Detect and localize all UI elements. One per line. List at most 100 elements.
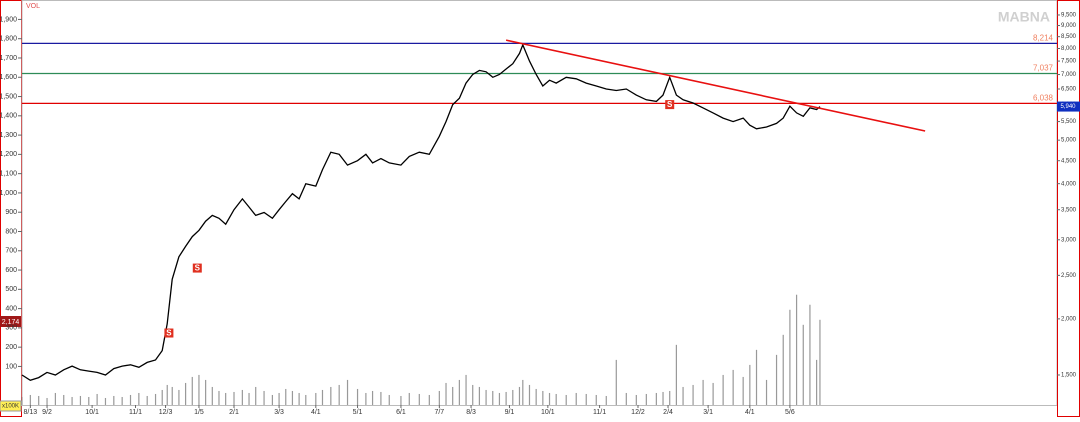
volume-bar xyxy=(29,394,31,405)
volume-bar xyxy=(692,384,694,405)
volume-bar xyxy=(732,369,734,405)
x-tick-label: 5/6 xyxy=(785,409,795,416)
volume-bar xyxy=(285,388,287,405)
x-tick-label: 2/4 xyxy=(663,409,673,416)
volume-bar xyxy=(184,382,187,405)
volume-bar xyxy=(809,304,811,405)
volume-bar xyxy=(755,349,758,405)
y-tick-label: 1,000 xyxy=(0,190,17,197)
volume-bar xyxy=(400,395,402,405)
volume-bar xyxy=(819,319,821,405)
price-line xyxy=(21,43,821,382)
volume-bar xyxy=(615,359,617,405)
left-marker-box xyxy=(0,316,21,327)
signal-marker xyxy=(164,328,174,338)
volume-bar xyxy=(438,390,440,405)
volume-bar xyxy=(54,392,56,405)
signal-label: S xyxy=(667,100,673,109)
volume-bar xyxy=(88,396,90,405)
volume-bar xyxy=(655,392,657,405)
volume-bar xyxy=(278,392,280,405)
volume-bar xyxy=(241,389,243,405)
y-tick-label: 400 xyxy=(5,305,17,312)
signal-label: S xyxy=(166,329,172,338)
volume-bar xyxy=(298,392,300,405)
volume-bar xyxy=(528,384,531,405)
volume-bar xyxy=(121,396,123,405)
volume-bar xyxy=(138,392,140,405)
volume-bar xyxy=(542,390,544,405)
volume-bar xyxy=(218,390,220,405)
x-tick-label: 3/3 xyxy=(274,409,284,416)
volume-bar xyxy=(315,392,317,405)
volume-bar xyxy=(548,392,551,405)
volume-bar xyxy=(418,393,420,405)
volume-bar xyxy=(498,392,501,405)
volume-bar xyxy=(71,396,73,405)
y2-tick-label: 8,500 xyxy=(1061,34,1077,40)
volume-bar xyxy=(478,386,481,405)
x-tick-label: 7/7 xyxy=(434,409,444,416)
volume-bar xyxy=(789,309,791,405)
volume-bar xyxy=(321,389,324,405)
volume-bar xyxy=(371,390,374,405)
volume-bar xyxy=(113,395,115,405)
volume-bar xyxy=(645,393,647,405)
y-tick-label: 1,700 xyxy=(0,55,17,62)
x-tick-label: 11/1 xyxy=(593,409,606,416)
volume-bar xyxy=(485,389,487,405)
volume-bar xyxy=(749,364,751,405)
left-marker: 2,174 xyxy=(2,319,20,326)
y2-tick-label: 7,000 xyxy=(1061,72,1077,78)
volume-bar xyxy=(625,392,627,405)
volume-bar xyxy=(146,395,148,405)
volume-bar xyxy=(171,386,173,405)
volume-bar xyxy=(178,389,180,405)
y2-tick-label: 3,500 xyxy=(1061,207,1077,213)
volume-bar xyxy=(535,388,537,405)
level-label: 6,038 xyxy=(1033,93,1054,102)
volume-bar xyxy=(305,394,307,405)
volume-label: VOL xyxy=(26,3,40,10)
volume-bar xyxy=(46,397,48,405)
y-tick-label: 1,800 xyxy=(0,36,17,43)
watermark: MABNA xyxy=(998,9,1050,25)
volume-bar xyxy=(248,392,250,405)
y2-tick-label: 8,000 xyxy=(1061,46,1077,52)
volume-bar xyxy=(225,392,227,405)
volume-bar xyxy=(662,391,664,405)
x-tick-label: 4/1 xyxy=(311,409,321,416)
volume-bar xyxy=(682,386,684,405)
volume-bar xyxy=(21,396,23,405)
last-price-box xyxy=(1057,101,1080,112)
volume-bar xyxy=(575,392,577,405)
x-tick-label: 3/1 xyxy=(703,409,713,416)
volume-bar xyxy=(518,386,521,405)
y-tick-label: 1,500 xyxy=(0,93,17,100)
x-tick-label: 10/1 xyxy=(541,409,555,416)
volume-bar xyxy=(338,384,340,405)
y2-tick-label: 4,000 xyxy=(1061,181,1077,187)
volume-bar xyxy=(675,344,677,405)
volume-bar xyxy=(291,390,294,405)
y2-tick-label: 5,500 xyxy=(1061,119,1077,125)
volume-bar xyxy=(388,394,390,405)
volume-bar xyxy=(205,379,207,405)
volume-bar xyxy=(605,395,607,405)
x-tick-label: 9/2 xyxy=(42,409,52,416)
volume-bar xyxy=(96,393,98,405)
volume-bar xyxy=(380,391,382,405)
volume-bar xyxy=(722,374,724,405)
volume-bar xyxy=(191,376,193,405)
volume-bar xyxy=(428,394,430,405)
volume-bar xyxy=(585,393,587,405)
volume-bar xyxy=(669,390,671,405)
volume-bar xyxy=(458,379,460,405)
y2-tick-label: 7,500 xyxy=(1061,59,1077,65)
y-tick-label: 900 xyxy=(5,209,17,216)
y2-tick-label: 9,000 xyxy=(1061,23,1077,29)
volume-bar xyxy=(775,354,778,405)
x-tick-label: 2/1 xyxy=(229,409,239,416)
volume-bar xyxy=(505,391,507,405)
